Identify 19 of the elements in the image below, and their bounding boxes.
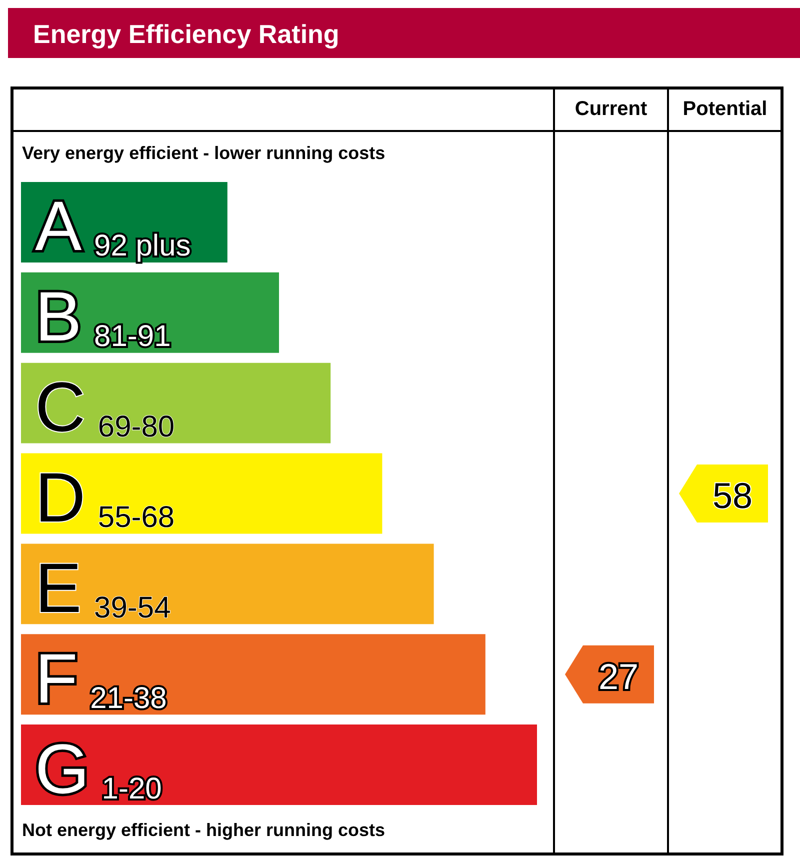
bar (21, 544, 434, 624)
text: Not energy efficient - higher running costs (22, 820, 386, 840)
y-tick-label: F 21-38 (35, 639, 167, 718)
y-tick-label: G 1-20 (35, 730, 162, 808)
text: 58 (712, 475, 753, 516)
bar (21, 724, 537, 806)
text: Very energy efficient - lower running costs (22, 143, 386, 163)
bar (21, 634, 486, 715)
chart-title: Energy Efficiency Rating (33, 19, 340, 49)
text: Potential (682, 98, 768, 120)
bar (21, 362, 331, 444)
bar (21, 453, 382, 534)
text: Current (574, 98, 648, 120)
y-tick-label: C 69-80 (35, 368, 175, 446)
y-tick-label: D 55-68 (35, 458, 175, 536)
y-tick-label: B 81-91 (35, 278, 171, 356)
y-tick-label: A 92 plus (35, 187, 191, 266)
text: 27 (598, 656, 639, 697)
y-tick-label: E 39-54 (35, 548, 171, 627)
